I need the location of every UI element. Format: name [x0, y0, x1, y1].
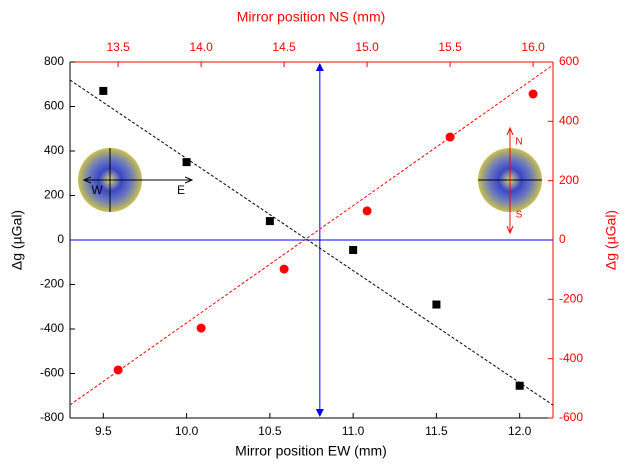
point — [362, 206, 372, 216]
x-tick-label: 11.5 — [425, 424, 448, 438]
y2-tick-label: 400 — [559, 114, 579, 128]
point — [182, 158, 191, 167]
x2-axis-label: Mirror position NS (mm) — [237, 9, 386, 25]
point — [349, 246, 358, 255]
point — [279, 264, 289, 274]
x-tick-label: 10.5 — [258, 424, 282, 438]
x2-tick-label: 16.0 — [521, 40, 545, 54]
point — [196, 323, 206, 333]
inset-ns — [478, 128, 542, 233]
x2-tick-label: 14.0 — [189, 40, 213, 54]
x2-tick-label: 15.5 — [438, 40, 462, 54]
y2-tick-label: 600 — [559, 54, 579, 68]
y2-tick-label: 0 — [559, 232, 566, 246]
y-tick-label: 400 — [44, 143, 64, 157]
annotation: W — [91, 183, 103, 197]
y2-axis-label: Δg (µGal) — [603, 210, 619, 270]
inset-ew — [78, 148, 192, 212]
y-tick-label: -200 — [40, 277, 64, 291]
y-tick-label: 0 — [57, 232, 64, 246]
y2-tick-label: -200 — [559, 292, 583, 306]
y-tick-label: -800 — [40, 410, 64, 424]
y-tick-label: 200 — [44, 188, 64, 202]
x-tick-label: 11.0 — [342, 424, 365, 438]
point — [432, 300, 441, 309]
y-tick-label: 800 — [44, 54, 64, 68]
y2-tick-label: -400 — [559, 351, 583, 365]
point — [265, 217, 274, 226]
y2-tick-label: 200 — [559, 173, 579, 187]
fit-line — [69, 79, 554, 406]
x2-tick-label: 15.0 — [355, 40, 379, 54]
y-tick-label: -600 — [40, 366, 64, 380]
annotation: E — [177, 183, 185, 197]
x-tick-label: 10.0 — [175, 424, 199, 438]
point — [445, 132, 455, 142]
y-tick-label: -400 — [40, 321, 64, 335]
x2-tick-label: 14.5 — [272, 40, 296, 54]
fit-line — [69, 64, 554, 406]
y-tick-label: 600 — [44, 99, 64, 113]
annotation: S — [516, 210, 523, 221]
y-axis-label: Δg (µGal) — [9, 210, 25, 270]
x2-tick-label: 13.5 — [106, 40, 130, 54]
x-tick-label: 12.0 — [508, 424, 532, 438]
x-axis-label: Mirror position EW (mm) — [235, 443, 387, 459]
x-tick-label: 9.5 — [95, 424, 112, 438]
point — [99, 86, 108, 95]
annotation: N — [515, 137, 522, 148]
point — [113, 365, 123, 375]
point — [528, 89, 538, 99]
y2-tick-label: -600 — [559, 410, 583, 424]
point — [515, 381, 524, 390]
